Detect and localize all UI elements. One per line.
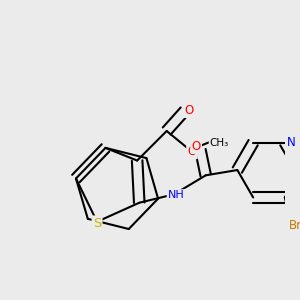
Text: CH₃: CH₃ bbox=[210, 138, 229, 148]
Text: O: O bbox=[192, 140, 201, 153]
Text: O: O bbox=[188, 145, 196, 158]
Text: N: N bbox=[287, 136, 296, 148]
Text: NH: NH bbox=[168, 190, 184, 200]
Text: O: O bbox=[184, 104, 194, 117]
Text: Br: Br bbox=[289, 219, 300, 232]
Text: S: S bbox=[93, 217, 101, 230]
